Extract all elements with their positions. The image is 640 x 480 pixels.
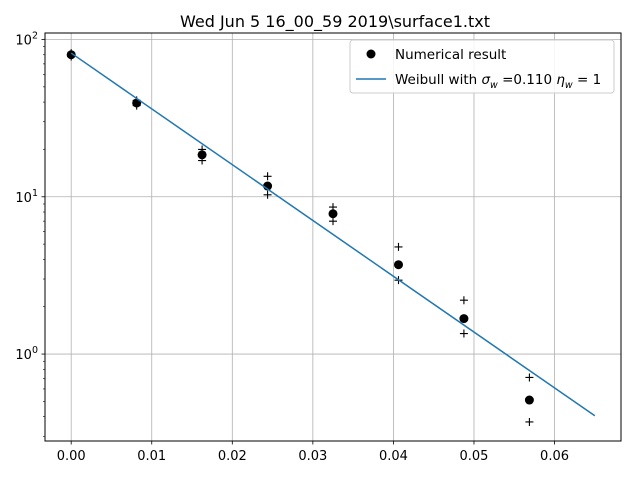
lower-bound-marker [198, 156, 207, 165]
x-tick-label: 0.05 [460, 449, 489, 464]
x-tick-label: 0.06 [540, 449, 569, 464]
legend: Numerical result Weibull with σw =0.110 η… [349, 39, 615, 94]
lower-bound-marker [525, 417, 534, 426]
lower-bound-marker [132, 101, 141, 110]
x-tick-label: 0.04 [379, 449, 408, 464]
x-tick-label: 0.02 [218, 449, 247, 464]
data-point [328, 209, 338, 219]
legend-label: Numerical result [395, 47, 506, 63]
x-tick-label: 0.00 [57, 449, 86, 464]
data-point [524, 395, 534, 405]
legend-marker [366, 49, 376, 59]
upper-bound-marker [263, 172, 272, 181]
y-tick-label: 102 [15, 31, 38, 49]
legend-label: Weibull with σw =0.110 ηw = 1 [395, 72, 601, 91]
lower-bound-marker [329, 217, 337, 226]
lower-bound-marker [459, 329, 468, 338]
upper-bound-marker [394, 242, 403, 251]
upper-bound-marker [459, 296, 468, 305]
data-point [459, 314, 469, 324]
lower-bound-marker [263, 190, 272, 199]
x-tick-label: 0.01 [137, 449, 166, 464]
y-tick-label: 101 [15, 188, 38, 206]
weibull-line [70, 52, 596, 417]
data-point [393, 260, 403, 270]
axes: 0.00 0.01 0.02 0.03 0.04 0.05 0.06 100 101 102 [15, 31, 569, 464]
chart-title: Wed Jun 5 16_00_59 2019\surface1.txt [180, 12, 490, 32]
plot-frame [44, 32, 622, 442]
upper-bound-marker [525, 373, 534, 382]
upper-bound-marker [198, 145, 207, 154]
y-tick-label: 100 [15, 345, 38, 363]
x-tick-label: 0.03 [298, 449, 327, 464]
data-point [197, 150, 207, 160]
legend-box [349, 39, 615, 94]
upper-bound-marker [329, 203, 337, 212]
plot-data [66, 49, 596, 426]
